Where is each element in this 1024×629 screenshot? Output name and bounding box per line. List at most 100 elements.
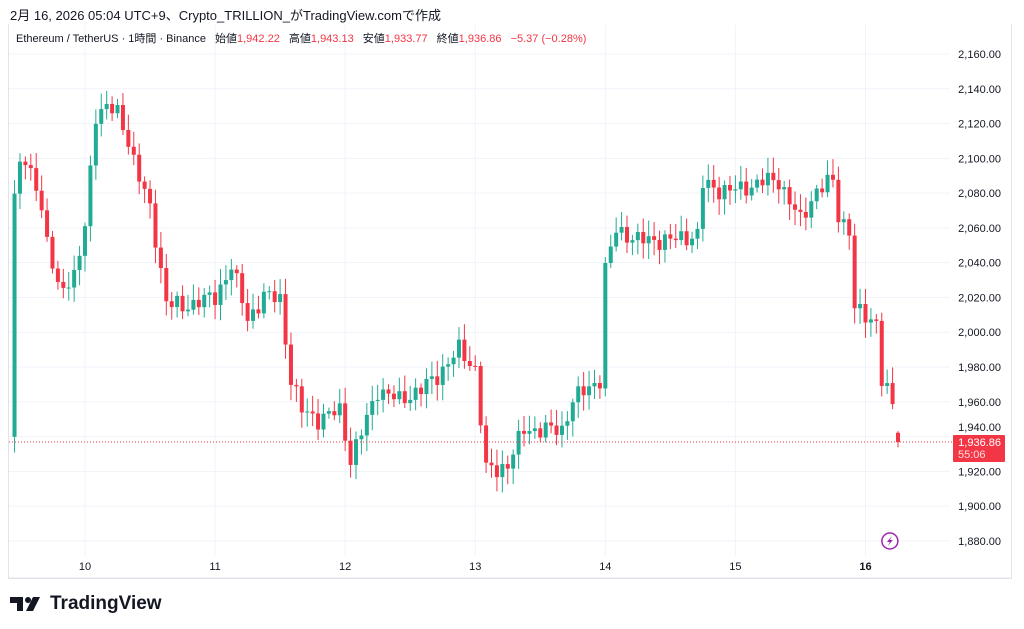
y-tick-label: 2,140.00 — [958, 84, 1001, 96]
ohlc-legend: Ethereum / TetherUS · 1時間 · Binance 始値1,… — [16, 30, 586, 46]
candle-body — [516, 430, 521, 455]
candle-body — [744, 181, 749, 196]
candle-body — [608, 246, 613, 264]
candle-body — [722, 184, 727, 200]
candle-body — [234, 269, 239, 274]
candle-body — [820, 188, 825, 193]
candle-body — [354, 439, 358, 465]
tradingview-logo-icon — [10, 597, 40, 611]
candle-body — [240, 273, 245, 304]
candle-body — [684, 231, 689, 246]
candle-body — [229, 269, 234, 281]
close-label: 終値 — [436, 33, 459, 45]
y-tick-label: 1,920.00 — [958, 466, 1001, 478]
candle-body — [337, 403, 342, 416]
candle-body — [256, 309, 261, 314]
candle-body — [841, 219, 846, 223]
candle-body — [614, 232, 619, 247]
candle-body — [12, 193, 17, 437]
candle-body — [364, 414, 369, 436]
candle-body — [245, 303, 250, 321]
candle-body — [397, 391, 402, 400]
candle-body — [456, 339, 461, 358]
candle-body — [776, 180, 781, 190]
candle-body — [874, 319, 879, 321]
candle-body — [662, 234, 667, 250]
low-value: 1,933.77 — [384, 33, 428, 45]
candle-body — [587, 386, 592, 396]
candle-body — [749, 187, 754, 196]
candle-body — [478, 366, 483, 426]
candle-body — [332, 411, 337, 416]
candle-body — [299, 386, 304, 413]
candle-body — [326, 411, 331, 414]
candle-body — [131, 146, 136, 155]
candle-body — [793, 204, 798, 210]
candle-body — [251, 309, 256, 321]
current-price-box — [953, 435, 1005, 463]
candle-body — [809, 201, 814, 218]
candle-body — [522, 430, 527, 434]
candle-body — [711, 179, 716, 188]
candle-body — [451, 357, 456, 365]
candle-body — [23, 161, 28, 166]
candle-body — [559, 425, 564, 435]
candle-body — [668, 234, 673, 239]
candle-body — [348, 440, 353, 465]
candle-body — [646, 236, 651, 244]
candle-body — [717, 187, 722, 200]
candle-body — [435, 376, 440, 385]
logo-text: TradingView — [50, 593, 162, 614]
candle-body — [408, 399, 413, 404]
candle-body — [538, 428, 543, 438]
candle-body — [695, 228, 700, 239]
candle-body — [879, 320, 884, 386]
x-tick-label: 13 — [469, 561, 481, 573]
candle-body — [852, 235, 857, 309]
y-tick-label: 1,960.00 — [958, 397, 1001, 409]
candle-body — [413, 387, 418, 400]
candle-body — [549, 422, 554, 426]
candle-body — [196, 299, 201, 308]
candle-body — [153, 203, 158, 248]
candle-body — [836, 179, 841, 223]
chart-caption: 2月 16, 2026 05:04 UTC+9、Crypto_TRILLION_… — [10, 8, 441, 23]
candle-body — [83, 226, 87, 256]
candle-body — [868, 319, 873, 323]
candle-body — [467, 361, 472, 366]
candle-body — [110, 103, 115, 114]
candle-body — [191, 299, 196, 310]
candle-body — [798, 209, 803, 212]
candle-body — [180, 295, 185, 312]
candle-body — [771, 172, 776, 181]
candle-body — [137, 154, 142, 182]
y-tick-label: 1,980.00 — [958, 362, 1001, 374]
candle-body — [511, 454, 516, 469]
candle-body — [630, 240, 635, 243]
candle-body — [727, 184, 732, 191]
candle-body — [782, 187, 787, 190]
current-price-text: 1,936.86 — [958, 437, 1001, 449]
lightning-bolt-icon — [886, 536, 893, 546]
candle-body — [169, 301, 174, 308]
candle-body — [847, 219, 852, 236]
open-value: 1,942.22 — [237, 33, 280, 45]
candle-body — [760, 179, 765, 186]
candle-body — [126, 130, 131, 147]
candle-body — [288, 344, 293, 385]
candle-body — [272, 291, 277, 303]
candle-body — [39, 190, 44, 211]
candle-body — [164, 268, 169, 302]
y-tick-label: 2,060.00 — [958, 223, 1001, 235]
symbol-label[interactable]: Ethereum / TetherUS · 1時間 · Binance — [16, 33, 206, 45]
candle-body — [28, 165, 33, 169]
candle-body — [830, 174, 835, 180]
y-tick-label: 2,000.00 — [958, 327, 1001, 339]
candle-body — [652, 236, 657, 240]
tradingview-logo[interactable]: TradingView — [10, 593, 162, 615]
candle-body — [343, 403, 348, 441]
close-value: 1,936.86 — [458, 33, 502, 45]
candle-body — [603, 263, 608, 389]
candle-body — [890, 383, 895, 405]
